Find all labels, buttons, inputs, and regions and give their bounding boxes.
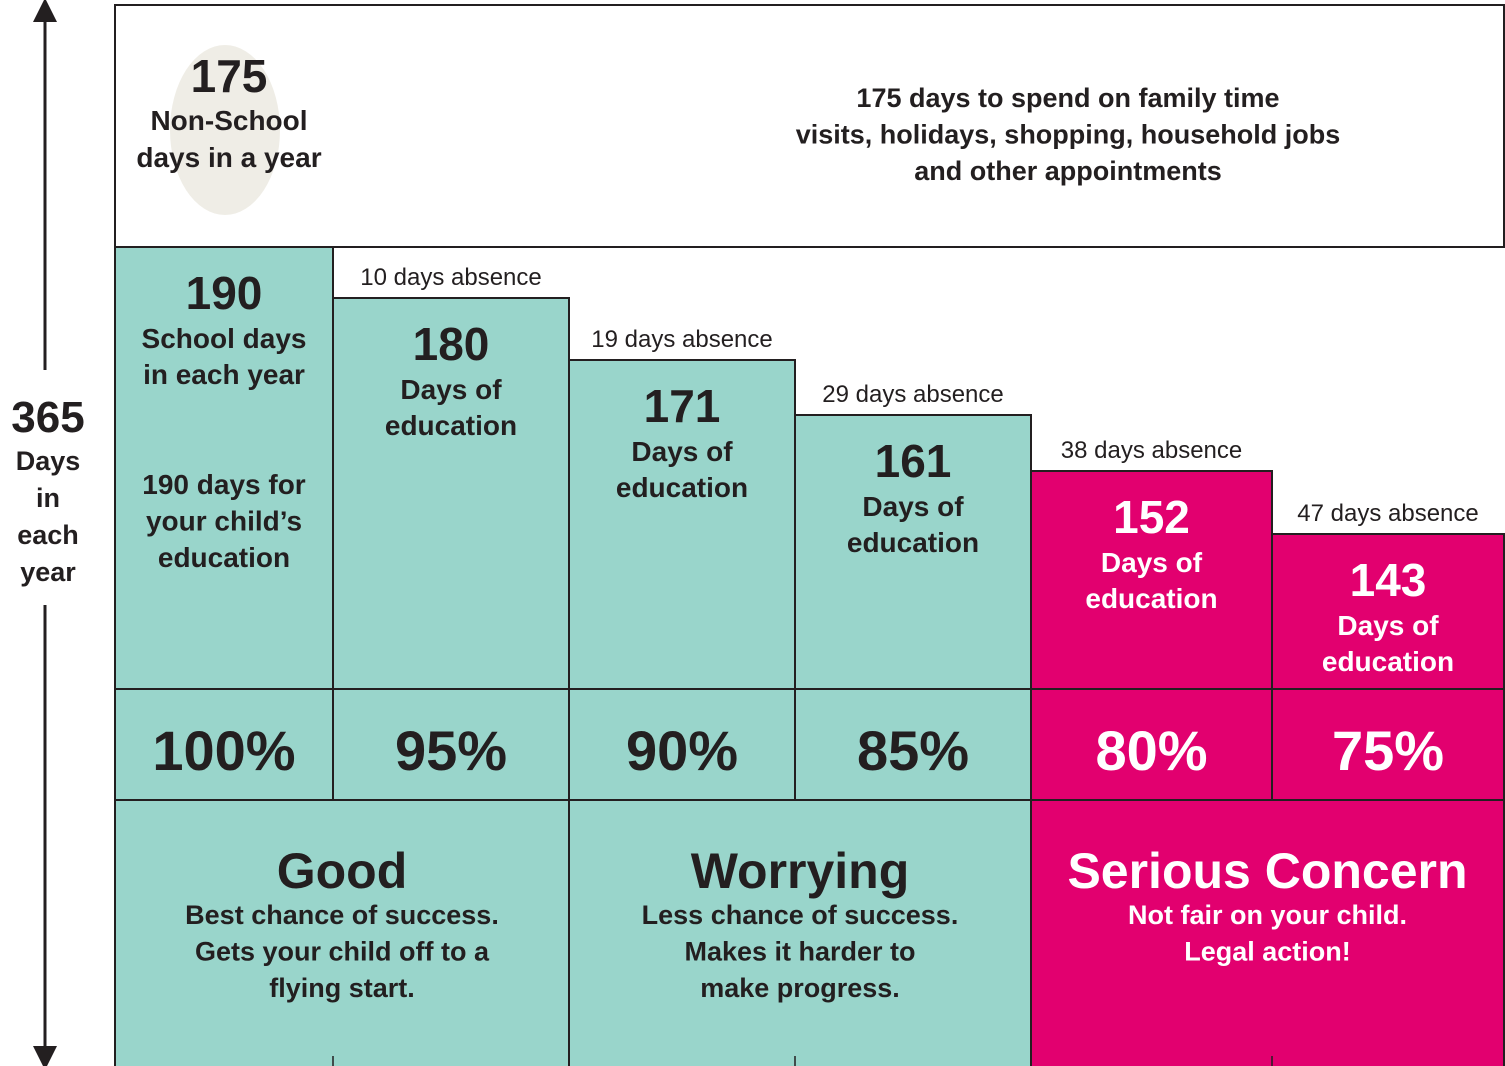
rating-line: Gets your child off to a bbox=[195, 937, 490, 967]
non-school-line: days in a year bbox=[136, 142, 321, 173]
rating-panel bbox=[569, 800, 1031, 1066]
rating-line: Legal action! bbox=[1184, 937, 1351, 967]
days-label: education bbox=[385, 410, 517, 441]
days-note: your child’s bbox=[146, 506, 302, 537]
total-line: year bbox=[20, 557, 76, 587]
rating-panel bbox=[1031, 800, 1504, 1066]
absence-label: 38 days absence bbox=[1061, 437, 1242, 464]
family-time-line: 175 days to spend on family time bbox=[856, 83, 1279, 113]
days-label: education bbox=[847, 527, 979, 558]
days-label: education bbox=[616, 472, 748, 503]
rating-title: Good bbox=[277, 843, 408, 899]
rating-line: Makes it harder to bbox=[684, 937, 915, 967]
days-label: education bbox=[1085, 583, 1217, 614]
absence-label: 47 days absence bbox=[1297, 500, 1478, 527]
days-label: education bbox=[1322, 646, 1454, 677]
days-label: Days of bbox=[1337, 610, 1439, 641]
non-school-line: Non-School bbox=[150, 105, 307, 136]
days-number: 171 bbox=[644, 380, 721, 432]
absence-label: 29 days absence bbox=[822, 381, 1003, 408]
days-label: Days of bbox=[1101, 547, 1203, 578]
days-label: Days of bbox=[631, 436, 733, 467]
rating-line: make progress. bbox=[700, 973, 900, 1003]
days-note: education bbox=[158, 542, 290, 573]
days-label: in each year bbox=[143, 359, 305, 390]
total-line: each bbox=[17, 520, 79, 550]
rating-line: flying start. bbox=[269, 973, 415, 1003]
days-label: Days of bbox=[400, 374, 502, 405]
days-number: 190 bbox=[186, 267, 263, 319]
total-line: Days bbox=[16, 446, 81, 476]
percent: 95% bbox=[395, 719, 507, 782]
rating-line: Best chance of success. bbox=[185, 900, 499, 930]
days-note: 190 days for bbox=[142, 469, 306, 500]
rating-title: Worrying bbox=[691, 843, 910, 899]
percent: 75% bbox=[1332, 719, 1444, 782]
absence-label: 19 days absence bbox=[591, 326, 772, 353]
family-time-line: and other appointments bbox=[914, 156, 1222, 186]
percent: 80% bbox=[1095, 719, 1207, 782]
rating-line: Less chance of success. bbox=[642, 900, 959, 930]
rating-line: Not fair on your child. bbox=[1128, 900, 1407, 930]
absence-label: 10 days absence bbox=[360, 264, 541, 291]
total-number: 365 bbox=[11, 393, 84, 442]
percent: 90% bbox=[626, 719, 738, 782]
days-label: School days bbox=[142, 323, 307, 354]
family-time-line: visits, holidays, shopping, household jo… bbox=[796, 120, 1341, 150]
days-number: 143 bbox=[1350, 554, 1427, 606]
days-label: Days of bbox=[862, 491, 964, 522]
rating-title: Serious Concern bbox=[1067, 843, 1467, 899]
percent: 100% bbox=[152, 719, 295, 782]
rating-panel bbox=[115, 800, 569, 1066]
total-line: in bbox=[36, 483, 60, 513]
days-number: 161 bbox=[875, 435, 952, 487]
non-school-number: 175 bbox=[191, 50, 268, 102]
infographic: 365 Days in each year 175Non-School days in a … bbox=[0, 0, 1505, 1066]
days-number: 180 bbox=[413, 318, 490, 370]
days-number: 152 bbox=[1113, 491, 1190, 543]
percent: 85% bbox=[857, 719, 969, 782]
